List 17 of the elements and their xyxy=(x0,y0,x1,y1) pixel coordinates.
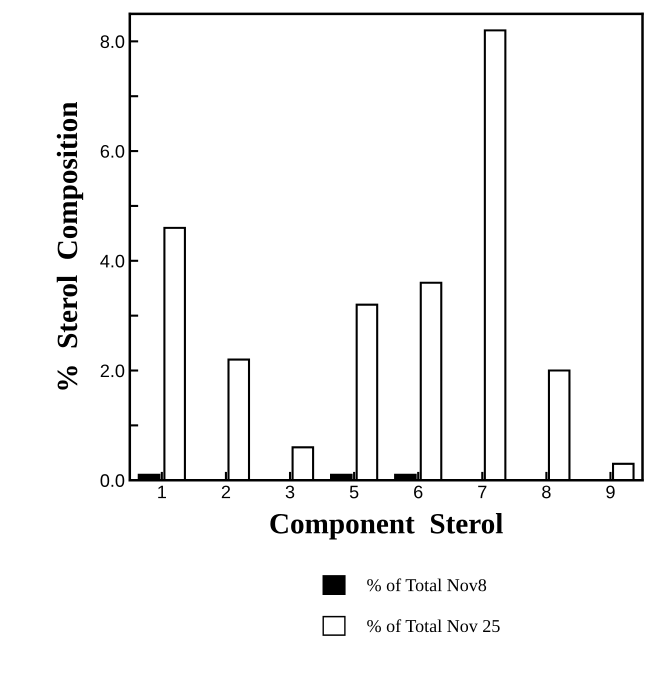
x-tick-label: 1 xyxy=(158,486,166,498)
legend-label: % of Total Nov 25 xyxy=(367,619,500,632)
y-tick-label: 8.0 xyxy=(100,35,124,48)
x-tick-label: 8 xyxy=(542,486,551,498)
x-axis-title: Component Sterol xyxy=(270,513,503,540)
x-tick-label: 5 xyxy=(350,486,358,498)
y-axis-title: % Sterol Composition xyxy=(56,102,84,390)
x-tick-label: 3 xyxy=(286,486,294,498)
x-tick-label: 6 xyxy=(414,486,422,498)
y-tick-label: 4.0 xyxy=(100,254,124,268)
y-tick-label: 0.0 xyxy=(100,474,124,487)
y-tick-label: 6.0 xyxy=(100,145,124,158)
y-tick-label: 2.0 xyxy=(100,364,124,378)
x-tick-label: 7 xyxy=(478,486,486,498)
x-tick-label: 9 xyxy=(606,486,615,498)
legend-label: % of Total Nov8 xyxy=(367,578,486,592)
x-tick-label: 2 xyxy=(222,486,230,498)
